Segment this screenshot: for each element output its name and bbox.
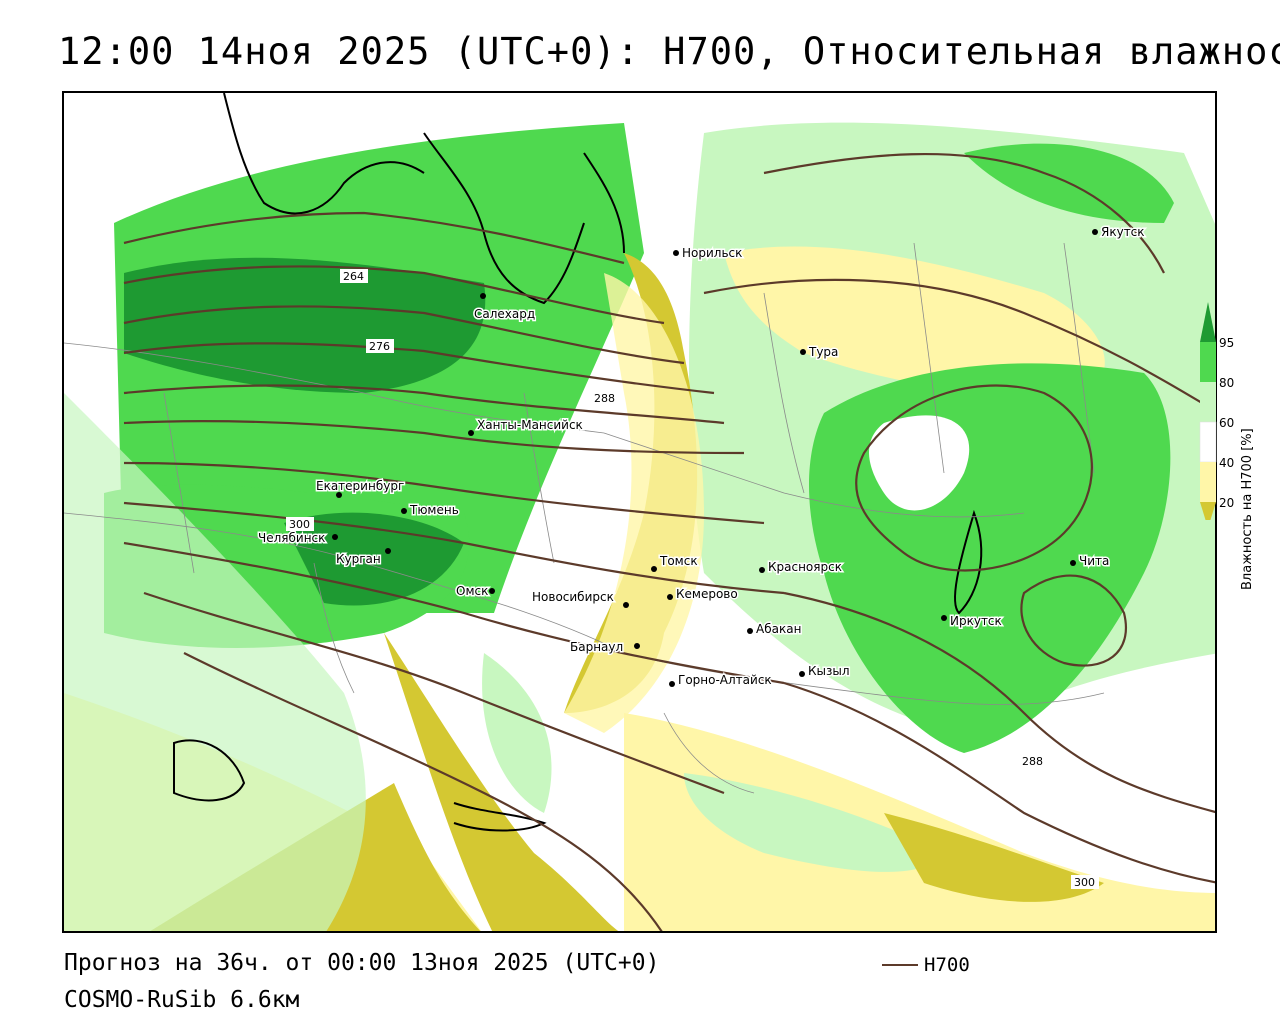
forecast-info: Прогноз на 36ч. от 00:00 13ноя 2025 (UTC… <box>64 950 660 976</box>
contour-legend-label: H700 <box>924 954 970 976</box>
svg-text:Новосибирск: Новосибирск <box>532 590 614 604</box>
svg-text:300: 300 <box>289 518 310 531</box>
svg-text:300: 300 <box>1074 876 1095 889</box>
svg-text:Тура: Тура <box>808 345 838 359</box>
city-salekhard[interactable]: Салехард <box>473 293 537 323</box>
city-yekaterinburg[interactable]: Екатеринбург <box>315 478 406 498</box>
city-abakan[interactable]: Абакан <box>747 621 803 638</box>
city-tura[interactable]: Тура <box>800 344 840 361</box>
contour-label-288-north: 288 <box>591 391 619 405</box>
svg-text:Ханты-Мансийск: Ханты-Мансийск <box>477 418 583 432</box>
city-irkutsk[interactable]: Иркутск <box>941 613 1003 630</box>
svg-text:Кемерово: Кемерово <box>676 587 738 601</box>
city-chita[interactable]: Чита <box>1070 553 1111 570</box>
svg-text:Курган: Курган <box>336 552 381 566</box>
city-norilsk[interactable]: Норильск <box>673 245 744 262</box>
coastline <box>173 93 983 832</box>
svg-text:Кызыл: Кызыл <box>808 664 850 678</box>
legend-tick-95: 95 <box>1219 336 1235 350</box>
contour-label-300-west: 300 <box>286 517 314 531</box>
h700-contours <box>123 152 1215 931</box>
contour-label-264: 264 <box>340 269 368 283</box>
city-novosibirsk[interactable]: Новосибирск <box>531 589 629 608</box>
city-barnaul[interactable]: Барнаул <box>569 639 640 656</box>
region-borders <box>64 242 1105 794</box>
svg-text:Омск: Омск <box>456 584 488 598</box>
city-markers: Норильск Якутск Салехард Тура Ханты-Манс… <box>257 224 1147 689</box>
model-name: COSMO-RuSib 6.6км <box>64 987 300 1013</box>
contour-label-288-south: 288 <box>1019 754 1047 768</box>
legend-tick-60: 60 <box>1219 416 1235 430</box>
legend-tick-80: 80 <box>1219 376 1235 390</box>
svg-text:Якутск: Якутск <box>1101 225 1145 239</box>
city-tomsk[interactable]: Томск <box>651 553 699 572</box>
city-kemerovo[interactable]: Кемерово <box>667 586 739 603</box>
svg-text:Барнаул: Барнаул <box>570 640 623 654</box>
map-canvas[interactable]: 264 276 288 300 288 300 Норильск Якутск … <box>64 93 1217 933</box>
contour-legend-line <box>882 964 918 966</box>
city-kurgan[interactable]: Курган <box>335 548 391 568</box>
svg-text:Чита: Чита <box>1079 554 1109 568</box>
svg-text:276: 276 <box>369 340 390 353</box>
svg-text:288: 288 <box>594 392 615 405</box>
map-panel[interactable]: 264 276 288 300 288 300 Норильск Якутск … <box>62 91 1217 933</box>
svg-text:Челябинск: Челябинск <box>258 531 325 545</box>
svg-text:Горно-Алтайск: Горно-Алтайск <box>678 673 772 687</box>
svg-text:Иркутск: Иркутск <box>950 614 1002 628</box>
city-yakutsk[interactable]: Якутск <box>1092 224 1146 241</box>
contour-label-300-south: 300 <box>1071 875 1099 889</box>
contour-label-276: 276 <box>366 339 394 353</box>
humidity-legend: 95 80 60 40 20 <box>1199 300 1269 590</box>
legend-tick-40: 40 <box>1219 456 1235 470</box>
svg-text:288: 288 <box>1022 755 1043 768</box>
map-title: 12:00 14ноя 2025 (UTC+0): H700, Относите… <box>58 30 1280 73</box>
svg-text:Салехард: Салехард <box>474 307 535 321</box>
svg-text:Томск: Томск <box>659 554 698 568</box>
legend-tick-20: 20 <box>1219 496 1235 510</box>
svg-text:Тюмень: Тюмень <box>409 503 459 517</box>
svg-text:Красноярск: Красноярск <box>768 560 842 574</box>
svg-text:Абакан: Абакан <box>756 622 801 636</box>
svg-text:Норильск: Норильск <box>682 246 742 260</box>
legend-axis-label: Влажность на H700 [%] <box>1240 428 1255 590</box>
svg-text:264: 264 <box>343 270 364 283</box>
city-kyzyl[interactable]: Кызыл <box>799 663 851 680</box>
legend-colorbar <box>1199 302 1217 520</box>
city-gorno-altaysk[interactable]: Горно-Алтайск <box>669 672 773 689</box>
city-krasnoyarsk[interactable]: Красноярск <box>759 559 843 576</box>
city-khanty-mansiysk[interactable]: Ханты-Мансийск <box>468 417 584 436</box>
city-chelyabinsk[interactable]: Челябинск <box>257 530 338 547</box>
humidity-field <box>64 93 1215 931</box>
city-omsk[interactable]: Омск <box>455 583 495 600</box>
svg-text:Екатеринбург: Екатеринбург <box>316 479 404 493</box>
city-tyumen[interactable]: Тюмень <box>401 502 460 519</box>
